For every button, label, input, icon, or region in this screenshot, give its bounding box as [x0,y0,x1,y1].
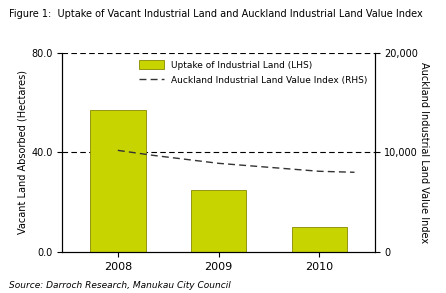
Bar [191,190,246,252]
Y-axis label: Auckland Industrial Land Value Index: Auckland Industrial Land Value Index [419,62,429,243]
Text: Figure 1:  Uptake of Vacant Industrial Land and Auckland Industrial Land Value I: Figure 1: Uptake of Vacant Industrial La… [9,9,423,19]
Legend: Uptake of Industrial Land (LHS), Auckland Industrial Land Value Index (RHS): Uptake of Industrial Land (LHS), Aucklan… [136,57,370,87]
Text: Source: Darroch Research, Manukau City Council: Source: Darroch Research, Manukau City C… [9,281,231,290]
Bar [90,110,145,252]
Bar [292,227,347,252]
Y-axis label: Vacant Land Absorbed (Hectares): Vacant Land Absorbed (Hectares) [17,70,27,234]
